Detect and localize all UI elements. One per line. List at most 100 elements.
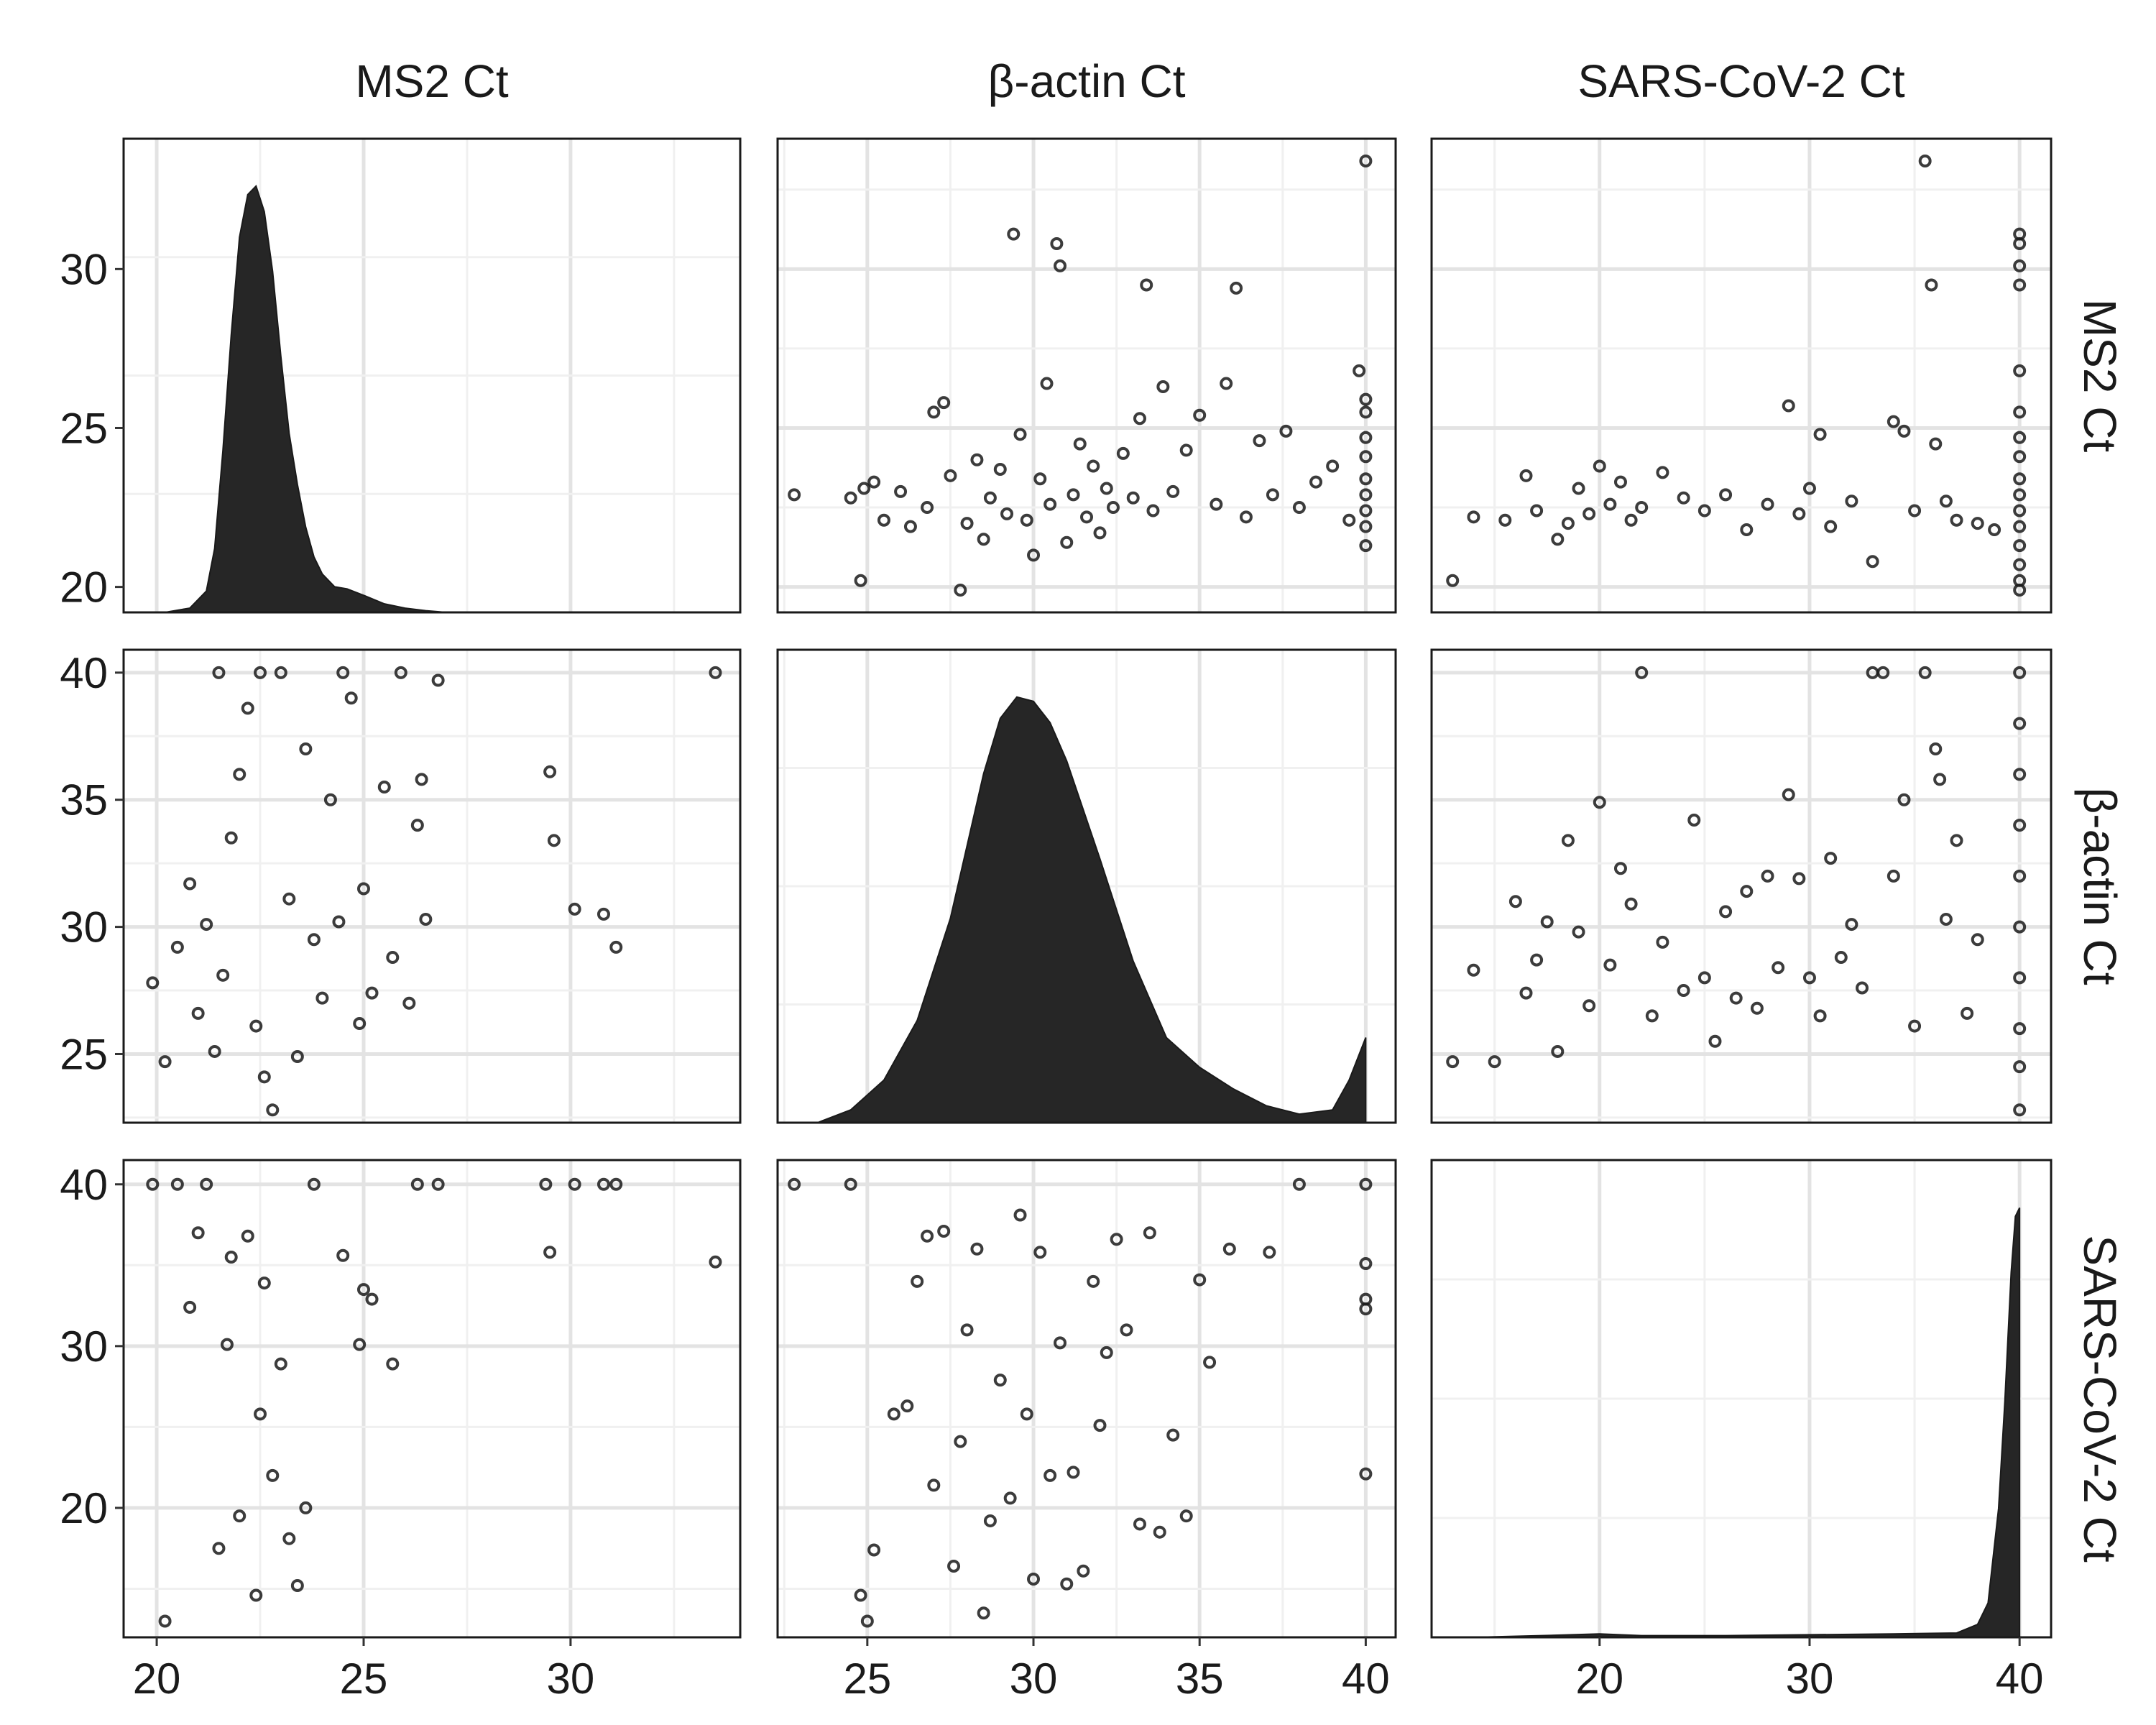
data-point (867, 475, 881, 489)
data-point (788, 1177, 801, 1191)
data-point (2013, 405, 2027, 419)
data-point (596, 1177, 610, 1191)
density-curve (817, 696, 1367, 1123)
data-point (844, 491, 857, 505)
data-point (1044, 497, 1057, 511)
data-point (1572, 482, 1585, 495)
data-point (1133, 412, 1146, 426)
data-point (1677, 491, 1690, 505)
data-point (1342, 513, 1356, 527)
data-point (274, 666, 287, 679)
panel-border (122, 648, 742, 1124)
data-point (709, 1255, 722, 1269)
data-point (2013, 539, 2027, 553)
data-point (1292, 501, 1306, 515)
y-tick-label: 30 (60, 903, 108, 952)
data-point (1729, 991, 1743, 1005)
data-point (323, 793, 337, 806)
data-point (1359, 392, 1373, 406)
data-point (1750, 1001, 1764, 1015)
data-point (1961, 1006, 1974, 1020)
panel-beta-actin-ct-vs-sars-cov-2-ct (1430, 648, 2053, 1124)
data-point (1925, 278, 1938, 292)
data-point (2013, 488, 2027, 502)
data-point (1551, 533, 1565, 546)
data-point (609, 940, 623, 954)
data-point (1230, 281, 1243, 295)
data-point (543, 765, 557, 778)
data-point (1971, 517, 1984, 530)
data-point (1792, 872, 1806, 886)
data-point (900, 1399, 914, 1413)
data-point (1488, 1055, 1501, 1069)
panel-background (1432, 139, 2051, 612)
data-point (1656, 935, 1669, 949)
data-point (1353, 364, 1366, 377)
data-point (1326, 459, 1340, 473)
data-point (1143, 1226, 1156, 1240)
data-point (290, 1050, 304, 1064)
data-point (200, 1177, 213, 1191)
data-point (970, 453, 984, 466)
data-point (1802, 971, 1816, 985)
x-tick-label: 30 (1010, 1655, 1058, 1703)
data-point (927, 405, 941, 419)
data-point (1126, 491, 1140, 505)
data-point (1782, 788, 1795, 801)
data-point (299, 1501, 313, 1514)
y-tick-label: 40 (60, 1161, 108, 1209)
data-point (170, 1177, 184, 1191)
data-point (1540, 915, 1554, 929)
data-point (1093, 526, 1107, 540)
data-point (903, 520, 917, 533)
data-point (860, 1614, 874, 1628)
data-point (1624, 897, 1638, 911)
panel-background (778, 139, 1396, 612)
y-tick-label: 20 (60, 1484, 108, 1532)
data-point (1153, 1525, 1166, 1539)
data-point (1140, 278, 1153, 292)
data-point (921, 1229, 934, 1243)
data-point (983, 1514, 997, 1527)
data-point (1040, 377, 1054, 390)
data-point (937, 396, 951, 410)
data-point (977, 1606, 990, 1620)
panel-ms2-ct-vs-sars-cov-2-ct (1430, 137, 2053, 614)
data-point (854, 574, 867, 587)
data-point (937, 1225, 951, 1238)
data-point (2013, 1022, 2027, 1036)
data-point (386, 1357, 400, 1371)
panel-sars-cov-2-ct-vs-beta-actin-ct (776, 1159, 1397, 1639)
data-point (1603, 958, 1617, 972)
data-point (1572, 925, 1585, 939)
data-point (1067, 488, 1080, 502)
data-point (1203, 1356, 1217, 1369)
scatter-points (788, 154, 1373, 597)
data-point (1950, 834, 1963, 847)
data-point (1613, 475, 1627, 489)
data-point (1359, 1302, 1373, 1316)
data-point (1220, 377, 1233, 390)
data-point (1824, 520, 1838, 533)
data-point (1866, 555, 1879, 569)
data-point (1939, 494, 1953, 508)
data-point (1253, 434, 1266, 448)
y-tick-label: 30 (60, 1322, 108, 1371)
x-tick-label: 40 (1342, 1655, 1390, 1703)
data-point (1645, 1009, 1659, 1023)
data-point (431, 673, 445, 687)
data-point (1106, 501, 1120, 515)
data-point (1033, 1246, 1047, 1259)
data-point (1677, 984, 1690, 998)
data-point (1697, 971, 1711, 985)
data-point (415, 773, 428, 786)
data-point (377, 781, 391, 794)
data-point (249, 1019, 263, 1033)
scatter-points (788, 1177, 1373, 1628)
data-point (1813, 1009, 1827, 1023)
panel-border (1430, 137, 2053, 614)
data-point (2013, 971, 2027, 985)
data-point (191, 1006, 205, 1020)
data-point (257, 1276, 271, 1290)
panel-border (1430, 1159, 2053, 1639)
